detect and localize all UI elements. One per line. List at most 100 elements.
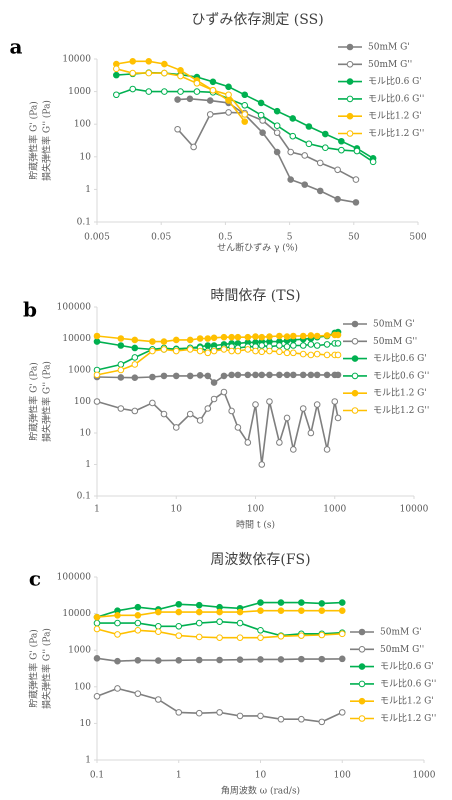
data-point (277, 599, 285, 606)
data-point (160, 346, 168, 353)
data-point (216, 608, 223, 616)
data-point (334, 331, 342, 339)
data-point (145, 58, 153, 65)
panel-label: c (29, 567, 41, 591)
data-point (160, 372, 168, 380)
data-point (234, 424, 242, 431)
data-point (273, 122, 281, 129)
data-point (316, 187, 324, 195)
data-point (216, 656, 223, 664)
data-point (313, 342, 321, 349)
x-tick-label: 5 (287, 233, 293, 243)
data-point (266, 398, 273, 405)
y-tick-label: 1 (85, 185, 91, 195)
data-point (154, 628, 162, 636)
data-point (313, 350, 321, 358)
data-point (287, 148, 294, 156)
data-point (195, 709, 203, 717)
data-point (338, 655, 346, 663)
x-tick-label: 500 (409, 233, 426, 243)
data-point (334, 166, 341, 174)
data-point (277, 715, 285, 723)
data-point (193, 79, 201, 87)
data-point (258, 342, 266, 349)
data-point (301, 152, 309, 159)
data-point (131, 354, 139, 361)
data-point (252, 347, 259, 355)
data-point (228, 407, 235, 415)
data-point (131, 344, 139, 352)
data-point (353, 147, 361, 155)
data-point (313, 401, 321, 408)
data-point (352, 176, 360, 183)
legend-marker (351, 355, 359, 362)
data-point (160, 410, 168, 418)
data-point (225, 109, 232, 116)
data-point (257, 634, 264, 641)
data-point (299, 371, 307, 379)
data-point (257, 111, 265, 119)
data-point (236, 634, 244, 641)
legend-marker (351, 320, 359, 328)
y-axis-label: 貯蔵弾性率 G' (Pa) (28, 629, 40, 707)
data-point (334, 371, 342, 379)
data-point (117, 366, 125, 374)
data-point (228, 333, 235, 341)
data-point (334, 351, 342, 359)
legend-label: モル比1.2 G'' (368, 127, 424, 139)
y-tick-label: 1 (85, 460, 91, 470)
data-point (236, 712, 244, 720)
data-point (236, 656, 244, 664)
data-point (204, 372, 212, 380)
data-point (236, 608, 244, 616)
data-point (186, 410, 194, 418)
x-tick-label: 100 (247, 505, 264, 515)
data-point (283, 343, 291, 350)
data-point (338, 146, 345, 154)
data-point (287, 176, 294, 183)
data-point (258, 461, 266, 468)
data-point (172, 336, 180, 344)
data-point (283, 349, 291, 357)
data-point (220, 346, 228, 353)
data-point (266, 347, 273, 355)
data-point (259, 117, 266, 124)
legend-marker (358, 646, 366, 653)
legend-label: モル比1.2 G'' (380, 712, 436, 724)
data-point (334, 414, 342, 422)
x-tick-label: 10000 (400, 505, 429, 515)
y-tick-label: 100 (74, 397, 91, 407)
data-point (236, 619, 244, 627)
data-point (298, 607, 305, 615)
legend-label: モル比0.6 G'' (368, 92, 424, 104)
data-point (93, 613, 101, 621)
data-point (318, 631, 326, 639)
data-point (206, 111, 214, 118)
chart-title: 周波数依存(FS) (210, 552, 310, 568)
data-point (210, 395, 218, 403)
legend-label: 50mM G'' (373, 337, 417, 347)
data-point (149, 347, 156, 355)
y-tick-label: 10000 (62, 334, 91, 344)
y-tick-label: 100000 (57, 573, 92, 583)
data-point (145, 88, 153, 95)
data-point (276, 332, 283, 340)
data-point (331, 398, 339, 405)
x-tick-label: 10 (171, 505, 183, 515)
legend-marker (346, 61, 354, 68)
data-point (209, 86, 217, 94)
legend-marker (346, 130, 354, 137)
data-point (299, 405, 307, 412)
y-tick-label: 1000 (68, 366, 91, 376)
data-point (298, 715, 305, 723)
y-axis-label: 貯蔵弾性率 G' (Pa) (28, 362, 40, 440)
data-point (338, 709, 346, 716)
data-point (113, 65, 120, 73)
legend-marker (346, 95, 354, 103)
data-point (134, 619, 142, 627)
legend-label: 50mM G' (368, 43, 410, 53)
data-point (117, 405, 125, 412)
y-tick-label: 100 (74, 120, 91, 130)
data-point (129, 58, 137, 65)
